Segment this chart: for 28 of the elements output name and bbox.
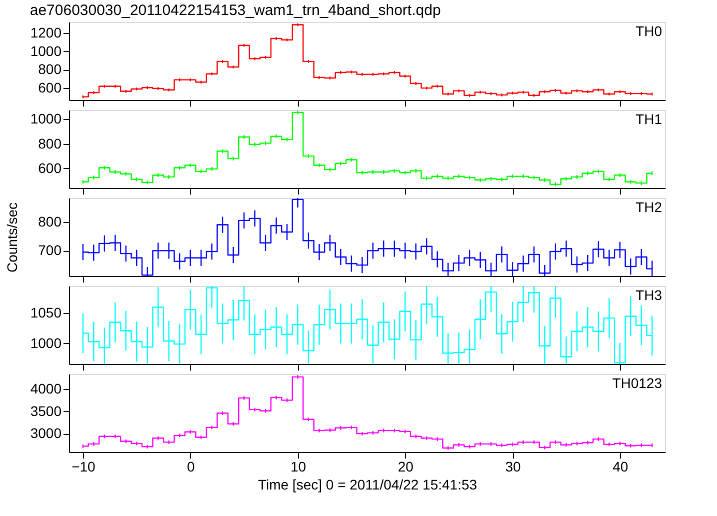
x-tick-label: 0 — [186, 458, 195, 474]
x-tick-label: −10 — [72, 458, 96, 474]
y-tick-label: 600 — [38, 80, 62, 96]
x-tick-label: 30 — [505, 458, 522, 474]
x-tick-label: 10 — [290, 458, 306, 474]
chart-title: ae706030030_20110422154153_wam1_trn_4band_short.qdp — [30, 2, 441, 19]
y-tick-label: 1200 — [30, 24, 62, 41]
y-axis-title: Counts/sec — [4, 202, 20, 273]
y-tick-label: 700 — [38, 242, 62, 258]
x-tick-label: 40 — [612, 458, 628, 474]
y-tick-label: 1050 — [30, 304, 62, 321]
x-tick-label: 20 — [398, 458, 414, 474]
y-tick-label: 4000 — [30, 380, 62, 397]
y-tick-label: 1000 — [30, 334, 62, 351]
y-tick-label: 1000 — [30, 42, 62, 59]
y-tick-label: 800 — [38, 213, 62, 230]
text: TH0123 — [612, 375, 662, 391]
text: TH1 — [636, 111, 662, 127]
y-tick-label: 800 — [38, 61, 62, 78]
series-label: TH3 — [636, 287, 662, 303]
y-tick-label: 1000 — [30, 110, 62, 127]
y-tick-label: 800 — [38, 135, 62, 152]
y-tick-label: 3500 — [30, 402, 62, 419]
text: TH0 — [636, 23, 662, 39]
text: TH2 — [636, 199, 662, 215]
x-axis-title: Time [sec] 0 = 2011/04/22 15:41:53 — [258, 476, 478, 492]
y-tick-label: 600 — [38, 160, 62, 176]
y-tick-label: 3000 — [30, 425, 62, 442]
